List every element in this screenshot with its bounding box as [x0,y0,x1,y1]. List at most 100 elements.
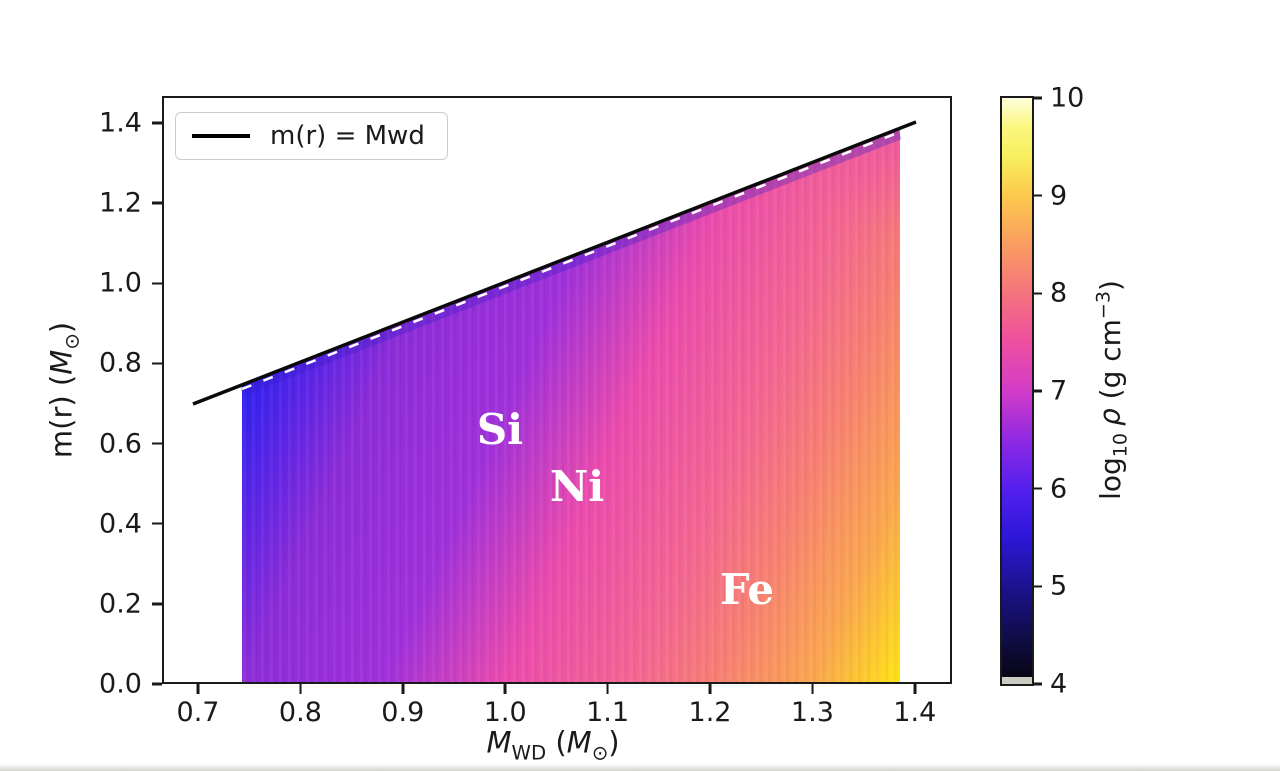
colorbar-label-rho: ρ [1093,408,1127,427]
colorbar-label-units: (g cm [1093,319,1127,409]
y-tick-mark [152,121,162,125]
colorbar-under-strip [1002,677,1032,684]
x-tick: 1.4 [893,684,936,728]
y-tick: 0.2 [99,588,162,619]
x-tick: 1.0 [484,684,527,728]
y-tick: 0.0 [99,669,162,700]
x-tick-mark [606,684,609,694]
x-tick: 0.7 [176,684,220,728]
colorbar-tick-mark [1032,292,1042,295]
y-axis-label-pre: m(r) ( [44,374,79,459]
colorbar-tick-mark [1032,194,1042,197]
colorbar-tick-mark [1032,389,1042,393]
y-tick-label: 0.4 [99,508,142,540]
y-tick-mark [152,522,162,525]
x-tick: 0.8 [279,684,322,728]
colorbar-tick: 7 [1032,376,1067,407]
y-tick-label: 0.2 [99,588,142,620]
x-tick-mark [913,684,917,694]
y-tick: 1.4 [99,107,162,138]
colorbar-tick-mark [1032,585,1042,588]
element-annotation: Si [476,405,524,454]
x-tick-mark [196,684,200,694]
colorbar-tick-mark [1032,487,1042,490]
y-tick-label: 1.4 [99,107,142,139]
x-tick-mark [299,684,302,694]
colorbar-tick-label: 10 [1050,82,1085,114]
y-tick-mark [152,201,162,205]
x-tick-label: 0.9 [381,697,425,728]
y-tick-label: 0.8 [99,347,142,379]
x-tick-label: 1.4 [893,697,937,728]
colorbar-tick: 5 [1032,571,1067,602]
colorbar-tick: 9 [1032,180,1067,211]
plot-area: m(r) = Mwd Si Ni Fe 0.7 0.8 0.9 1.0 1.1 1.… [99,96,952,728]
colorbar-tick-label: 7 [1050,375,1068,407]
colorbar-label-close: ) [1093,280,1127,292]
y-tick-mark [152,602,162,606]
element-annotation: Ni [549,462,605,511]
colorbar-tick: 4 [1032,669,1067,700]
colorbar-tick-label: 4 [1050,668,1068,700]
x-axis-label-close: ) [608,725,620,760]
x-tick-label: 1.2 [688,697,732,728]
y-axis-label-unit-var: M [44,349,79,375]
colorbar-tick: 10 [1032,83,1084,114]
y-tick-mark [152,442,162,445]
colorbar-tick-mark [1032,682,1042,686]
legend: m(r) = Mwd [175,112,448,160]
x-axis-label-sun-sub: ⊙ [591,741,609,765]
x-tick-label: 1.1 [586,697,630,728]
density-heatmap [242,128,900,684]
x-tick-label: 0.7 [176,697,220,728]
colorbar-label-log-sub: 10 [1109,433,1132,458]
y-axis-label: m(r) (M⊙) [45,322,84,458]
y-tick-mark [152,282,162,285]
x-tick-mark [811,684,814,694]
y-tick-mark [152,682,162,686]
x-tick-mark [503,684,507,694]
x-tick-mark [708,684,712,694]
colorbar-tick: 8 [1032,278,1067,309]
y-tick-label: 0.6 [99,428,142,460]
colorbar-tick-label: 8 [1050,277,1068,309]
y-tick: 1.2 [99,188,162,219]
x-axis-label-var: M [486,725,512,760]
x-axis-label-paren: ( [546,725,567,760]
y-axis-label-sun-sub: ⊙ [60,333,84,350]
x-tick-mark [401,684,405,694]
x-tick: 0.9 [381,684,424,728]
colorbar-tick-label: 9 [1050,180,1068,212]
colorbar-label: log10 ρ (g cm−3) [1093,280,1132,500]
legend-line-swatch [192,134,250,138]
y-tick: 0.4 [99,508,162,539]
x-tick-label: 0.8 [278,697,322,728]
x-tick: 1.2 [688,684,732,728]
y-tick: 0.8 [99,348,162,379]
x-axis-label: MWD (M⊙) [486,726,619,765]
y-tick-label: 1.2 [99,187,142,219]
y-tick-mark [152,362,162,365]
colorbar-tick-mark [1032,96,1042,100]
x-tick: 1.3 [791,684,834,728]
x-tick-label: 1.3 [790,697,834,728]
y-axis-label-close: ) [44,321,79,334]
y-tick: 1.0 [99,268,162,299]
x-tick-label: 1.0 [483,697,527,728]
x-axis-label-sub: WD [511,741,547,765]
y-tick-label: 1.0 [99,267,142,299]
element-annotation: Fe [719,565,775,614]
legend-label: m(r) = Mwd [270,121,425,151]
colorbar-label-exp: −3 [1092,291,1115,320]
x-tick: 1.1 [586,684,629,728]
x-axis-label-unit-var: M [566,725,592,760]
colorbar: 10 9 8 7 6 5 4 [1000,83,1084,700]
colorbar-tick-label: 6 [1050,473,1068,505]
colorbar-tick-label: 5 [1050,570,1068,602]
y-tick-label: 0.0 [99,668,142,700]
colorbar-label-log: log [1093,457,1127,500]
bottom-edge-artifact [0,764,1280,771]
colorbar-tick: 6 [1032,473,1067,504]
y-tick: 0.6 [99,428,162,459]
